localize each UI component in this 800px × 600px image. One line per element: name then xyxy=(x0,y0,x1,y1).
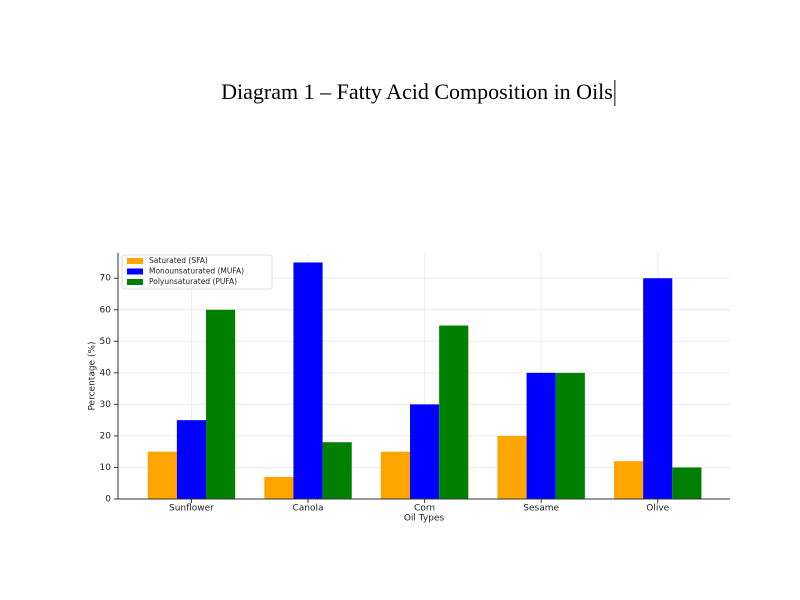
bar xyxy=(672,467,702,499)
bar xyxy=(643,278,673,499)
y-tick-label: 60 xyxy=(100,305,112,315)
bar xyxy=(380,451,411,499)
y-tick-label: 40 xyxy=(100,368,112,378)
legend-swatch xyxy=(127,279,143,285)
x-tick-label: Sesame xyxy=(523,504,559,514)
bar xyxy=(526,372,556,499)
legend-swatch xyxy=(127,258,143,264)
legend-label: Monounsaturated (MUFA) xyxy=(149,267,244,276)
bar xyxy=(497,435,527,499)
bar xyxy=(206,309,236,499)
y-tick-label: 70 xyxy=(100,274,112,284)
bar xyxy=(555,372,585,499)
y-tick-label: 50 xyxy=(100,337,112,347)
y-tick-label: 20 xyxy=(100,431,112,441)
bar xyxy=(293,262,323,499)
bar xyxy=(439,325,469,499)
x-tick-label: Sunflower xyxy=(169,504,214,514)
bar xyxy=(410,404,440,499)
x-tick-label: Corn xyxy=(414,504,435,514)
y-tick-label: 0 xyxy=(105,495,111,505)
bar xyxy=(322,442,352,499)
x-tick-label: Canola xyxy=(292,504,323,514)
bar xyxy=(147,451,177,499)
y-tick-label: 30 xyxy=(100,400,112,410)
bar xyxy=(176,420,207,499)
bar xyxy=(614,461,644,499)
legend-box xyxy=(121,254,273,290)
legend-label: Saturated (SFA) xyxy=(149,256,208,265)
y-tick-label: 10 xyxy=(100,463,112,473)
x-axis-label: Oil Types xyxy=(404,514,445,524)
x-tick-label: Olive xyxy=(646,504,669,514)
legend-swatch xyxy=(127,268,143,275)
bar xyxy=(264,476,294,499)
document-title: Diagram 1 – Fatty Acid Composition in Oi… xyxy=(221,79,613,104)
legend-label: Polyunsaturated (PUFA) xyxy=(149,277,237,286)
y-axis-label: Percentage (%) xyxy=(88,341,98,410)
